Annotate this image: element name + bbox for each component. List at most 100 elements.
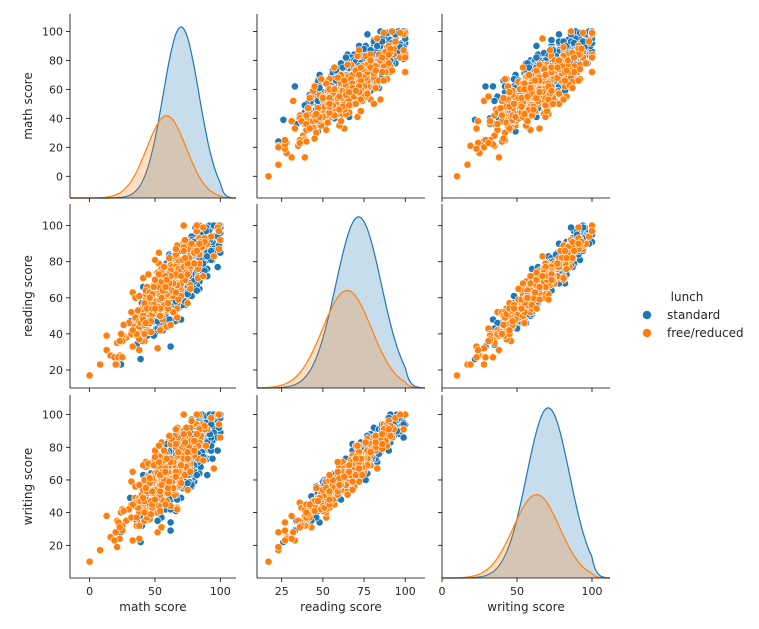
scatter-point — [371, 84, 380, 92]
scatter-point — [207, 413, 216, 422]
scatter-point — [547, 275, 556, 284]
scatter-point — [505, 88, 514, 97]
scatter-point — [484, 337, 493, 345]
scatter-point — [535, 295, 544, 304]
scatter-point — [544, 295, 553, 304]
scatter-point — [388, 27, 396, 36]
scatter-point — [151, 304, 159, 313]
scatter-point — [173, 313, 182, 322]
scatter-point — [366, 56, 375, 65]
scatter-point — [496, 104, 505, 113]
scatter-point — [128, 536, 137, 545]
scatter-point — [174, 295, 183, 304]
scatter-point — [177, 272, 185, 281]
scatter-point — [302, 111, 311, 120]
scatter-point — [335, 105, 344, 114]
scatter-point — [345, 101, 354, 110]
scatter-point — [562, 254, 571, 262]
scatter-point — [322, 79, 331, 88]
scatter-point — [519, 63, 527, 72]
scatter-point — [156, 311, 165, 320]
scatter-point — [532, 42, 541, 50]
scatter-point — [481, 353, 490, 362]
scatter-point — [209, 464, 218, 473]
scatter-point — [287, 117, 296, 126]
scatter-point — [495, 346, 503, 354]
scatter-point — [561, 76, 569, 85]
scatter-point — [171, 288, 180, 297]
scatter-point — [341, 53, 350, 62]
scatter-point — [117, 329, 125, 338]
scatter-point — [215, 245, 223, 253]
scatter-point — [330, 85, 339, 94]
scatter-point — [128, 326, 137, 335]
scatter-point — [472, 144, 481, 153]
scatter-point — [463, 160, 472, 169]
scatter-point — [388, 66, 396, 75]
scatter-point — [192, 246, 201, 255]
scatter-point — [396, 28, 405, 37]
panel-math-score-vs-reading-score — [253, 14, 425, 202]
scatter-point — [579, 28, 587, 37]
scatter-point — [531, 76, 539, 85]
scatter-point — [535, 124, 544, 133]
scatter-point — [310, 82, 319, 91]
scatter-point — [523, 92, 532, 101]
scatter-point — [553, 63, 562, 72]
scatter-point — [287, 153, 296, 162]
scatter-point — [166, 518, 175, 527]
scatter-point — [166, 320, 175, 329]
scatter-point — [128, 342, 137, 351]
scatter-point — [355, 71, 363, 79]
scatter-point — [511, 113, 520, 121]
scatter-point — [187, 239, 196, 248]
panel-reading-score-vs-writing-score — [438, 204, 610, 392]
scatter-point — [376, 95, 385, 104]
scatter-point — [337, 117, 345, 126]
scatter-point — [519, 279, 527, 288]
scatter-point — [183, 479, 192, 488]
scatter-point — [305, 94, 314, 102]
scatter-point — [186, 284, 195, 293]
scatter-point — [111, 360, 120, 369]
scatter-point — [118, 353, 127, 362]
scatter-point — [312, 110, 321, 118]
scatter-point — [520, 319, 529, 327]
scatter-point — [401, 68, 410, 76]
scatter-point — [520, 110, 529, 118]
scatter-point — [140, 329, 149, 338]
scatter-point — [333, 73, 342, 82]
scatter-point — [493, 120, 502, 128]
scatter-point — [501, 75, 509, 84]
scatter-point — [274, 160, 283, 169]
scatter-point — [562, 264, 571, 273]
scatter-point — [343, 60, 352, 69]
scatter-point — [547, 86, 556, 95]
y-tick-label: 20 — [49, 141, 63, 154]
scatter-point — [213, 263, 222, 271]
scatter-point — [379, 28, 388, 37]
scatter-point — [384, 50, 393, 59]
scatter-point — [305, 124, 314, 133]
scatter-point — [541, 71, 550, 79]
scatter-point — [279, 115, 288, 124]
scatter-point — [135, 292, 144, 300]
scatter-point — [570, 246, 578, 255]
scatter-point — [510, 304, 518, 313]
scatter-point — [384, 59, 393, 68]
panel-math-score-vs-writing-score — [438, 14, 610, 202]
scatter-point — [588, 68, 596, 76]
scatter-point — [201, 441, 210, 450]
scatter-point — [102, 331, 111, 340]
scatter-point — [505, 326, 514, 335]
scatter-point — [484, 138, 493, 147]
scatter-point — [207, 232, 216, 241]
scatter-point — [363, 89, 372, 98]
scatter-point — [181, 254, 189, 262]
scatter-point — [549, 99, 557, 108]
scatter-point — [588, 227, 596, 235]
scatter-point — [147, 328, 155, 336]
